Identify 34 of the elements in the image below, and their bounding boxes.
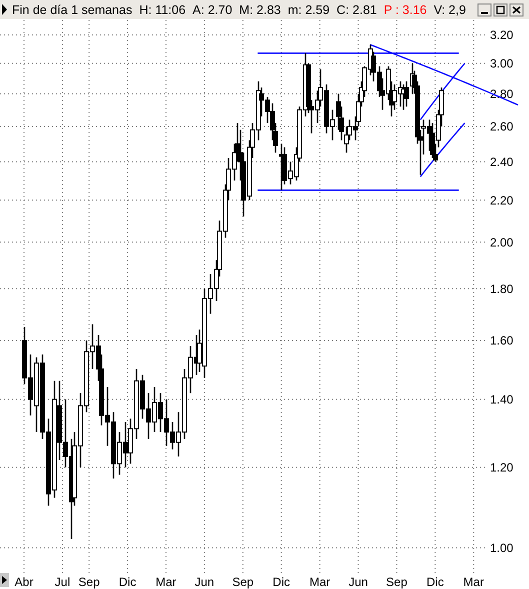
chart-title: Fin de día 1 semanas [12, 3, 132, 17]
y-tick-label: 1.80 [490, 282, 514, 296]
y-tick-label: 3.00 [490, 56, 514, 71]
y-tick-label: 2.40 [490, 154, 514, 169]
x-tick-label: Jun [194, 575, 214, 589]
x-tick-label: Jul [54, 575, 70, 589]
y-tick-label: 1.40 [490, 392, 514, 407]
y-tick-label: 2.20 [490, 193, 514, 208]
y-tick-label: 1.60 [490, 334, 514, 348]
x-tick-label: Mar [463, 575, 484, 589]
text: C: 2.81 [336, 3, 377, 17]
text: P : 3.16 [384, 3, 427, 17]
x-tick-label: Dic [426, 575, 444, 589]
text: H: 11:06 [139, 3, 186, 17]
x-tick-label: Dic [272, 575, 290, 589]
x-tick-label: Sep [78, 575, 100, 589]
x-tick-label: Sep [232, 575, 254, 589]
x-tick-label: Mar [156, 575, 176, 589]
y-tick-label: 1.00 [490, 540, 514, 555]
line-series [420, 122, 466, 178]
text: A: 2.70 [192, 3, 232, 17]
x-tick-label: Dic [118, 575, 136, 589]
y-tick-label: 2.00 [490, 235, 514, 250]
text: m: 2.59 [288, 3, 330, 17]
y-tick-label: 3.20 [490, 28, 514, 42]
x-tick-label: Sep [386, 575, 408, 589]
y-tick-label: 2.80 [490, 86, 514, 101]
x-tick-label: Jun [348, 575, 368, 589]
text: V: 2,9 [434, 3, 466, 17]
y-tick-label: 1.20 [490, 460, 514, 475]
text: M: 2.83 [239, 3, 281, 17]
x-tick-label: Abr [14, 575, 34, 589]
x-tick-label: Mar [309, 575, 330, 589]
y-tick-label: 2.60 [490, 120, 514, 134]
